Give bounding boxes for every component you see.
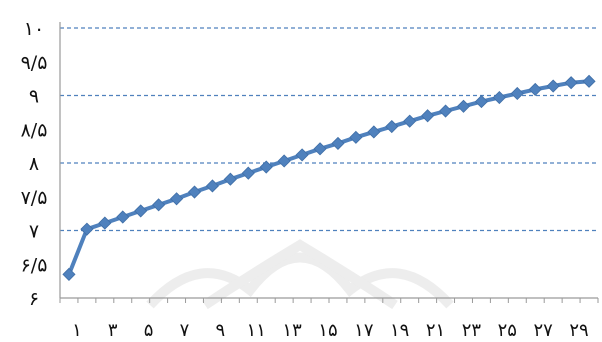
- data-point-marker: [439, 104, 453, 118]
- data-point-marker: [403, 114, 417, 128]
- x-tick-label: ۲۳: [462, 320, 482, 341]
- series-line-path: [67, 79, 591, 277]
- x-tick-label: ۱۱: [247, 320, 266, 341]
- data-point-marker: [134, 204, 148, 218]
- data-point-marker: [546, 79, 560, 93]
- x-axis-tick-labels: ۱ ۳ ۵ ۷ ۹ ۱۱ ۱۳ ۱۵ ۱۷ ۱۹ ۲۱ ۲۳ ۲۵ ۲۷ ۲۹: [72, 320, 589, 341]
- y-tick-label: ۷: [29, 221, 39, 243]
- gridlines: [60, 27, 598, 232]
- data-point-marker: [313, 142, 327, 156]
- data-point-marker: [349, 130, 363, 144]
- data-point-marker: [259, 160, 273, 174]
- data-point-marker: [456, 99, 471, 113]
- data-point-marker: [295, 148, 309, 162]
- y-tick-label: ۶: [29, 288, 39, 310]
- y-tick-label: ۱۰: [24, 18, 44, 40]
- data-point-marker: [170, 192, 184, 206]
- x-tick-label: ۲۵: [498, 320, 517, 341]
- data-point-marker: [492, 90, 506, 105]
- data-point-marker: [223, 172, 237, 186]
- y-tick-label: ۶/۵: [21, 254, 48, 276]
- x-tick-label: ۳: [108, 320, 118, 341]
- series-markers: [62, 74, 596, 281]
- data-point-marker: [62, 267, 76, 281]
- x-tick-label: ۲۷: [533, 320, 553, 341]
- data-point-marker: [277, 154, 291, 168]
- data-point-marker: [116, 210, 130, 224]
- x-tick-label: ۹: [216, 320, 226, 341]
- x-tick-label: ۵: [144, 320, 154, 341]
- x-tick-label: ۱۳: [282, 320, 302, 341]
- x-tick-label: ۱۷: [354, 320, 374, 341]
- y-tick-label: ۹: [29, 86, 39, 108]
- data-point-marker: [421, 109, 435, 123]
- data-point-marker: [510, 86, 524, 101]
- data-point-marker: [582, 74, 596, 88]
- data-point-marker: [205, 179, 219, 193]
- y-tick-label: ۸: [29, 153, 39, 175]
- y-tick-label: ۸/۵: [21, 119, 48, 141]
- data-point-marker: [564, 76, 578, 90]
- data-point-marker: [528, 82, 542, 96]
- data-point-marker: [152, 198, 166, 212]
- x-tick-label: ۱۵: [318, 320, 337, 341]
- data-point-marker: [241, 166, 255, 180]
- x-tick-label: ۲۱: [426, 320, 445, 341]
- x-tick-label: ۷: [180, 320, 190, 341]
- data-point-marker: [474, 95, 488, 109]
- x-tick-label: ۱۹: [390, 320, 409, 341]
- y-axis-tick-labels: ۶ ۶/۵ ۷ ۷/۵ ۸ ۸/۵ ۹ ۹/۵ ۱۰: [21, 18, 48, 310]
- series-line: [67, 79, 591, 277]
- data-point-marker: [367, 125, 381, 139]
- y-tick-label: ۹/۵: [21, 52, 48, 74]
- data-point-marker: [187, 185, 202, 199]
- data-point-marker: [80, 222, 94, 236]
- x-tick-label: ۲۹: [569, 320, 588, 341]
- data-point-marker: [98, 216, 112, 230]
- data-point-marker: [331, 136, 345, 150]
- axes: [59, 22, 599, 303]
- watermark-ornament: [146, 239, 454, 310]
- data-point-marker: [385, 119, 399, 134]
- y-tick-label: ۷/۵: [21, 187, 48, 209]
- x-tick-label: ۱: [72, 320, 82, 341]
